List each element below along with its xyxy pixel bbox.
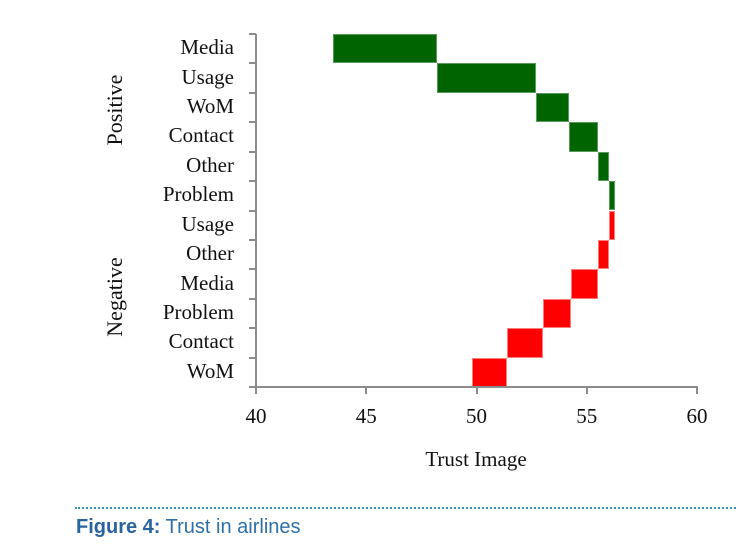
figure-caption: Figure 4: Trust in airlines <box>76 516 301 539</box>
group-label-negative: Negative <box>102 257 127 337</box>
bar-positive-usage <box>436 63 537 93</box>
y-tick <box>249 386 256 388</box>
bar-positive-problem <box>608 181 616 211</box>
x-tick <box>365 387 368 394</box>
y-category-label: WoM <box>186 94 234 119</box>
y-axis-line <box>255 34 257 388</box>
y-tick <box>249 327 256 330</box>
y-tick <box>249 209 256 212</box>
x-tick-label: 40 <box>245 404 267 428</box>
bar-negative-usage <box>608 210 616 240</box>
caption-divider <box>75 507 736 509</box>
y-category-label: Contact <box>168 329 234 354</box>
y-tick <box>249 180 256 183</box>
x-tick-label: 50 <box>466 404 487 428</box>
x-tick-label: 60 <box>686 404 708 428</box>
y-category-label: Other <box>186 152 234 177</box>
y-tick <box>249 297 256 300</box>
y-tick <box>249 356 256 359</box>
bar-positive-other <box>597 151 609 182</box>
y-tick <box>249 121 256 124</box>
y-tick <box>249 150 256 153</box>
y-category-label: Usage <box>181 64 234 89</box>
y-tick <box>249 268 256 271</box>
y-category-label: WoM <box>186 358 234 383</box>
y-tick <box>249 91 256 94</box>
group-label-positive: Positive <box>102 74 127 146</box>
trust-chart: 40 45 50 55 60 Media Usage WoM Contact Other Prob… <box>102 33 708 471</box>
bar-positive-wom <box>536 92 570 123</box>
x-tick <box>696 387 698 394</box>
y-tick <box>249 33 256 35</box>
bar-negative-wom <box>472 357 508 387</box>
x-tick <box>255 387 257 394</box>
y-category-label: Media <box>180 270 234 295</box>
y-category-label: Other <box>186 241 234 266</box>
bar-negative-media <box>571 269 598 299</box>
bar-positive-contact <box>569 122 598 152</box>
caption-text: Trust in airlines <box>160 516 301 538</box>
caption-label: Figure 4: <box>76 516 161 538</box>
x-tick <box>475 387 478 394</box>
x-tick <box>585 387 588 394</box>
x-tick-label: 55 <box>576 404 598 428</box>
bar-negative-contact <box>507 328 543 358</box>
y-tick <box>249 238 256 241</box>
y-category-label: Problem <box>162 299 234 324</box>
y-category-label: Contact <box>168 123 234 148</box>
x-axis-title: Trust Image <box>425 447 527 471</box>
x-tick-label: 45 <box>355 404 377 428</box>
bar-negative-problem <box>542 298 572 329</box>
y-category-label: Problem <box>162 182 234 207</box>
plot-area <box>256 34 697 387</box>
y-tick <box>249 62 256 65</box>
y-category-label: Media <box>180 35 234 60</box>
y-category-label: Usage <box>181 211 234 236</box>
bar-negative-other <box>597 239 609 270</box>
bar-positive-media <box>333 34 437 64</box>
